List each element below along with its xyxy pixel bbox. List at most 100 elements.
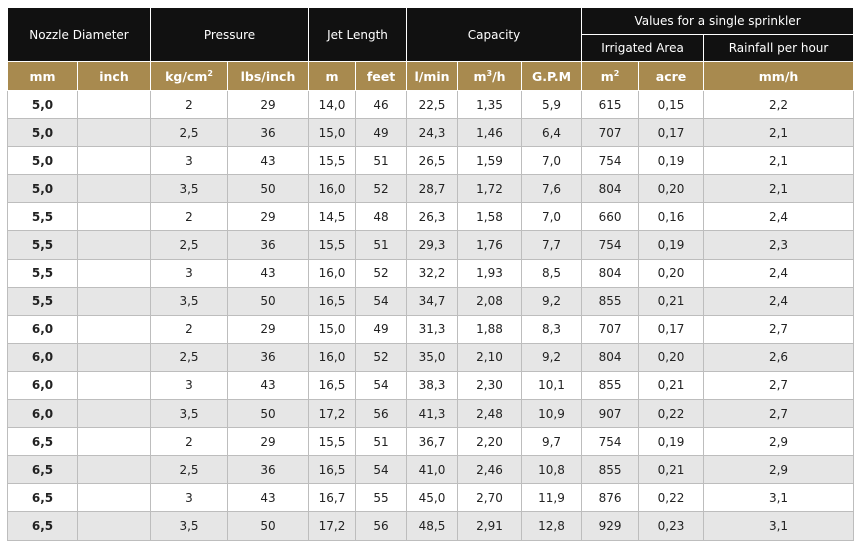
cell-m3-h: 2,91 [457, 511, 522, 541]
cell-lbs-inch: 29 [227, 89, 309, 120]
cell-feet: 52 [355, 342, 407, 372]
cell-kg-cm2: 3,5 [150, 399, 228, 429]
table-row: 6,5 3,5 50 17,2 56 48,5 2,91 12,8 929 0,23 3,1 [7, 511, 855, 541]
cell-acre: 0,19 [638, 427, 705, 457]
cell-inch [77, 399, 151, 429]
cell-gpm: 7,7 [520, 230, 583, 260]
cell-inch [77, 370, 151, 401]
cell-mm-h: 2,9 [703, 427, 855, 457]
cell-m: 16,0 [308, 174, 356, 204]
cell-mm-h: 2,2 [703, 89, 855, 120]
table-row: 6,5 2,5 36 16,5 54 41,0 2,46 10,8 855 0,21 2,9 [7, 455, 855, 485]
cell-l-min: 29,3 [406, 230, 458, 260]
cell-m: 14,0 [308, 89, 356, 120]
cell-mm-h: 2,1 [703, 174, 855, 204]
cell-lbs-inch: 50 [227, 399, 309, 429]
cell-mm: 5,0 [7, 89, 78, 120]
cell-m3-h: 1,88 [457, 314, 522, 344]
cell-mm: 6,5 [7, 483, 78, 513]
cell-m2: 804 [581, 342, 640, 372]
table-row: 6,0 3 43 16,5 54 38,3 2,30 10,1 855 0,21 2,7 [7, 370, 855, 401]
cell-inch [77, 483, 151, 513]
cell-l-min: 22,5 [406, 89, 458, 120]
cell-inch [77, 286, 151, 316]
cell-m3-h: 2,30 [457, 370, 522, 401]
cell-mm: 6,0 [7, 399, 78, 429]
cell-acre: 0,16 [638, 202, 705, 232]
cell-l-min: 48,5 [406, 511, 458, 541]
cell-gpm: 7,6 [520, 174, 583, 204]
cell-inch [77, 342, 151, 372]
cell-acre: 0,19 [638, 146, 705, 176]
unit-m2: m2 [581, 61, 640, 91]
unit-l-min: l/min [406, 61, 458, 91]
cell-l-min: 24,3 [406, 118, 458, 148]
cell-gpm: 8,5 [520, 258, 583, 288]
cell-m: 17,2 [308, 511, 356, 541]
cell-gpm: 9,2 [520, 342, 583, 372]
cell-m: 14,5 [308, 202, 356, 232]
cell-lbs-inch: 29 [227, 202, 309, 232]
cell-mm-h: 2,3 [703, 230, 855, 260]
cell-acre: 0,15 [638, 89, 705, 120]
table-row: 5,5 2 29 14,5 48 26,3 1,58 7,0 660 0,16 2,4 [7, 202, 855, 232]
cell-inch [77, 118, 151, 148]
cell-l-min: 45,0 [406, 483, 458, 513]
cell-l-min: 31,3 [406, 314, 458, 344]
table-row: 6,0 3,5 50 17,2 56 41,3 2,48 10,9 907 0,22 2,7 [7, 399, 855, 429]
cell-mm: 6,0 [7, 370, 78, 401]
cell-mm: 5,5 [7, 286, 78, 316]
cell-lbs-inch: 50 [227, 286, 309, 316]
cell-feet: 54 [355, 370, 407, 401]
table-row: 5,5 3 43 16,0 52 32,2 1,93 8,5 804 0,20 2,4 [7, 258, 855, 288]
cell-lbs-inch: 43 [227, 483, 309, 513]
cell-lbs-inch: 36 [227, 455, 309, 485]
cell-kg-cm2: 3,5 [150, 174, 228, 204]
unit-feet: feet [355, 61, 407, 91]
cell-m: 15,5 [308, 427, 356, 457]
cell-feet: 56 [355, 511, 407, 541]
cell-lbs-inch: 29 [227, 314, 309, 344]
cell-m2: 804 [581, 258, 640, 288]
cell-m2: 929 [581, 511, 640, 541]
cell-m: 16,0 [308, 342, 356, 372]
cell-inch [77, 230, 151, 260]
cell-m: 15,0 [308, 314, 356, 344]
cell-mm: 5,0 [7, 174, 78, 204]
cell-m3-h: 2,08 [457, 286, 522, 316]
unit-gpm: G.P.M [520, 61, 583, 91]
header-jet-length: Jet Length [308, 7, 407, 62]
cell-acre: 0,20 [638, 174, 705, 204]
cell-feet: 51 [355, 427, 407, 457]
cell-m: 17,2 [308, 399, 356, 429]
cell-inch [77, 314, 151, 344]
cell-inch [77, 455, 151, 485]
cell-feet: 55 [355, 483, 407, 513]
cell-acre: 0,17 [638, 314, 705, 344]
header-capacity: Capacity [405, 7, 583, 62]
cell-mm: 6,5 [7, 455, 78, 485]
cell-inch [77, 174, 151, 204]
cell-lbs-inch: 29 [227, 427, 309, 457]
cell-m: 16,0 [308, 258, 356, 288]
cell-gpm: 9,2 [520, 286, 583, 316]
cell-feet: 49 [355, 118, 407, 148]
spec-table-body: 5,0 2 29 14,0 46 22,5 1,35 5,9 615 0,15 2,2 5,0 2,5 3… [7, 89, 855, 541]
cell-m: 16,5 [308, 286, 356, 316]
cell-m2: 615 [581, 89, 640, 120]
cell-acre: 0,20 [638, 258, 705, 288]
cell-mm-h: 2,7 [703, 399, 855, 429]
cell-m3-h: 1,46 [457, 118, 522, 148]
cell-gpm: 10,8 [520, 455, 583, 485]
cell-inch [77, 258, 151, 288]
cell-mm: 6,0 [7, 314, 78, 344]
cell-m: 16,7 [308, 483, 356, 513]
cell-m2: 855 [581, 455, 640, 485]
cell-acre: 0,20 [638, 342, 705, 372]
cell-m3-h: 1,76 [457, 230, 522, 260]
cell-mm-h: 2,1 [703, 118, 855, 148]
cell-mm-h: 2,9 [703, 455, 855, 485]
table-row: 5,0 2 29 14,0 46 22,5 1,35 5,9 615 0,15 2,2 [7, 89, 855, 120]
cell-m: 16,5 [308, 370, 356, 401]
cell-l-min: 41,3 [406, 399, 458, 429]
